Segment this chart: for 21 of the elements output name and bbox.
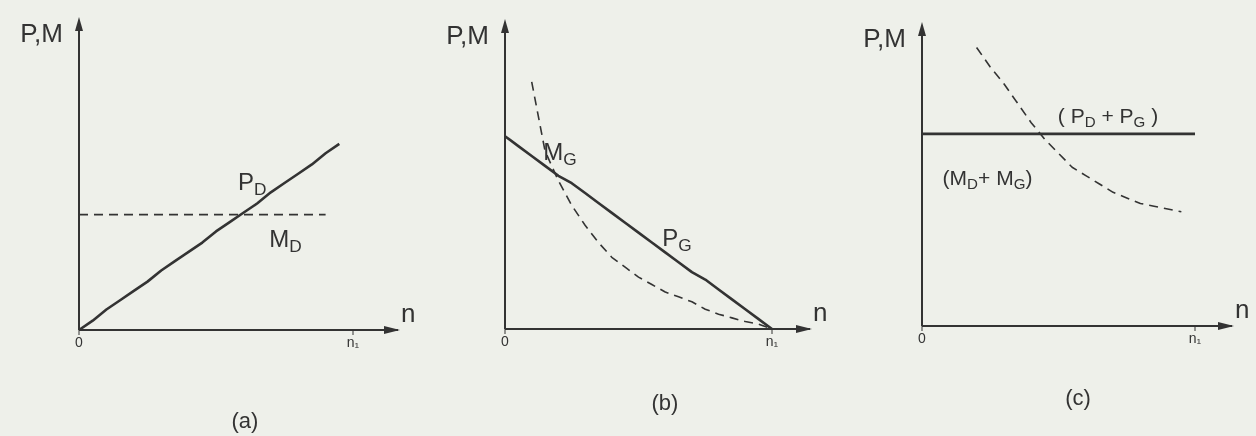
x-tick-label: n₁ (765, 332, 779, 349)
series-label: P$_{D}$ (238, 167, 267, 199)
series-label: M$_{D}$ (269, 224, 302, 256)
series-label: P$_{G}$ (662, 224, 692, 255)
x-tick-label: n₁ (346, 333, 360, 350)
series-label: (M$_{D}$+ M$_{G}$) (942, 166, 1033, 193)
text: (c) (1065, 385, 1091, 410)
x-tick-label: 0 (75, 333, 84, 350)
text: (b) (651, 390, 679, 415)
y-axis-title: P,M (20, 18, 63, 48)
series-label: M$_{G}$ (543, 138, 577, 169)
y-axis-title: P,M (446, 20, 489, 50)
y-axis-title: P,M (863, 23, 906, 53)
x-tick-label: 0 (501, 332, 510, 349)
x-axis-title: n (1235, 294, 1250, 324)
x-axis-title: n (401, 298, 416, 328)
text: (a) (231, 408, 259, 433)
series-label: ( P$_{D}$ + P$_{G}$ ) (1057, 103, 1159, 131)
x-axis-title: n (813, 297, 828, 327)
x-tick-label: 0 (918, 329, 927, 346)
x-tick-label: n₁ (1188, 329, 1202, 346)
